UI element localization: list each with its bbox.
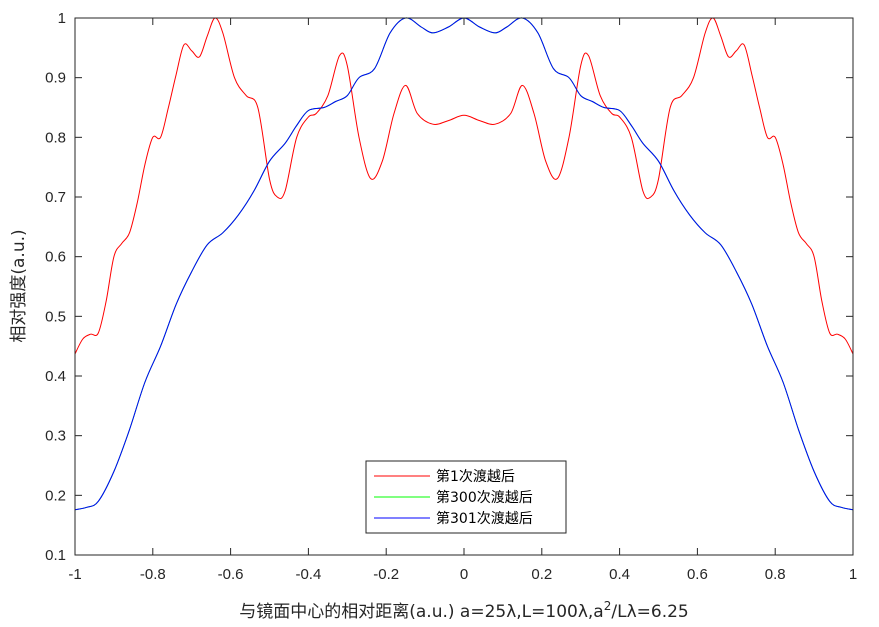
y-tick-label: 0.4 bbox=[45, 368, 66, 385]
y-tick-label: 0.5 bbox=[45, 308, 66, 325]
x-tick-label: -1 bbox=[68, 566, 81, 583]
x-tick-label: -0.4 bbox=[295, 566, 321, 583]
y-tick-label: 0.7 bbox=[45, 189, 66, 206]
y-tick-label: 0.1 bbox=[45, 547, 66, 564]
ticks-layer: -1 -0.8 -0.6 -0.4 -0.2 0 0.2 0.4 0.6 0.8 1 0.1 0.2 0.… bbox=[45, 10, 857, 583]
x-axis-label-tail: /Lλ=6.25 bbox=[611, 602, 688, 622]
y-axis-label: 相对强度(a.u.) bbox=[9, 229, 29, 342]
x-tick-label: 0.2 bbox=[531, 566, 552, 583]
legend-label: 第1次渡越后 bbox=[436, 468, 515, 485]
y-tick-label: 0.8 bbox=[45, 129, 66, 146]
y-tick-label: 0.9 bbox=[45, 70, 66, 87]
y-tick-label: 0.2 bbox=[45, 487, 66, 504]
x-tick-label: 0.6 bbox=[687, 566, 708, 583]
x-axis-label-superscript: 2 bbox=[604, 599, 612, 613]
y-tick-label: 0.6 bbox=[45, 249, 66, 266]
x-axis-label: 与镜面中心的相对距离(a.u.) a=25λ,L=100λ,a2/Lλ=6.25 bbox=[239, 599, 688, 622]
y-tick-label: 1 bbox=[58, 10, 66, 27]
x-tick-label: 0.8 bbox=[765, 566, 786, 583]
legend-label: 第301次渡越后 bbox=[436, 510, 533, 527]
x-axis-label-main: 与镜面中心的相对距离(a.u.) a=25λ,L=100λ,a bbox=[239, 602, 603, 622]
x-tick-label: 0.4 bbox=[609, 566, 630, 583]
y-tick-label: 0.3 bbox=[45, 428, 66, 445]
x-tick-label: 0 bbox=[460, 566, 468, 583]
legend-label: 第300次渡越后 bbox=[436, 489, 533, 506]
series-line-0 bbox=[74, 17, 854, 355]
x-tick-label: 1 bbox=[849, 566, 857, 583]
x-tick-label: -0.8 bbox=[140, 566, 166, 583]
x-tick-label: -0.2 bbox=[373, 566, 399, 583]
x-tick-label: -0.6 bbox=[218, 566, 244, 583]
